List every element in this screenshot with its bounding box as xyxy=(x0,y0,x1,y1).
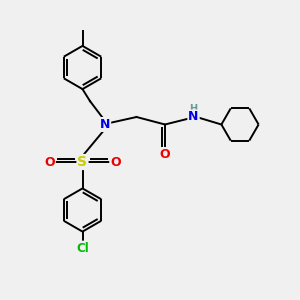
Text: N: N xyxy=(100,118,110,131)
Text: O: O xyxy=(44,155,55,169)
Text: O: O xyxy=(160,148,170,161)
Text: Cl: Cl xyxy=(76,242,89,255)
Text: S: S xyxy=(77,155,88,169)
Text: H: H xyxy=(189,103,198,114)
Text: N: N xyxy=(188,110,199,124)
Text: O: O xyxy=(110,155,121,169)
